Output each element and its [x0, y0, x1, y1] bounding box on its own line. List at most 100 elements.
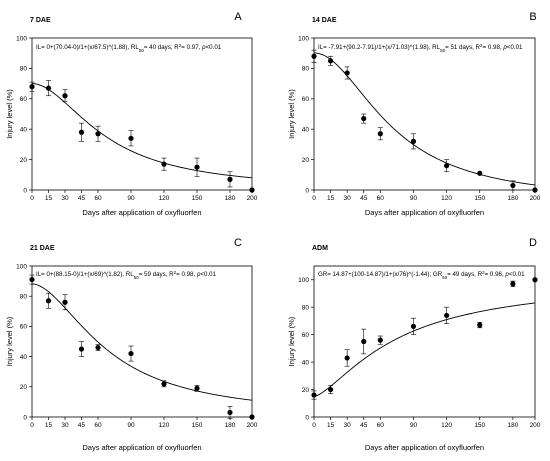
x-tick-label: 60 — [94, 422, 102, 429]
equation-part: <0.01 — [509, 271, 525, 278]
y-tick-label: 60 — [302, 332, 310, 339]
data-point — [532, 277, 538, 283]
y-tick-label: 80 — [302, 66, 310, 73]
data-point — [510, 281, 516, 287]
y-tick-label: 0 — [305, 187, 309, 194]
x-axis-label: Days after application of oxyfluorfen — [82, 443, 201, 452]
data-point — [29, 84, 35, 90]
panel-a: 7 DAE A IL= 0+(70.04-0)/1+(x/67.5)^(1.88),… — [5, 11, 258, 217]
y-tick-label: 80 — [20, 294, 28, 301]
x-tick-label: 60 — [377, 422, 385, 429]
x-tick-label: 30 — [344, 195, 352, 202]
equation-part: 2 — [482, 270, 485, 275]
x-axis-label: Days after application of oxyfluorfen — [365, 443, 484, 452]
x-tick-label: 150 — [474, 422, 485, 429]
x-tick-label: 200 — [247, 195, 258, 202]
plot-frame — [313, 265, 536, 418]
data-point — [311, 392, 317, 398]
data-point — [344, 355, 350, 361]
y-axis-label: Injury level (%) — [5, 89, 14, 139]
plot-frame — [31, 37, 253, 191]
data-point — [161, 161, 167, 167]
y-axis-label: Injury level (%) — [287, 89, 296, 139]
x-tick-label: 200 — [530, 195, 541, 202]
x-tick-label: 120 — [159, 422, 170, 429]
equation-part: <0.01 — [507, 44, 523, 51]
y-axis-label: Injury level (%) — [287, 316, 296, 366]
data-point — [361, 115, 367, 122]
equation-part: = 51 days, R — [445, 44, 480, 51]
y-tick-label: 100 — [16, 263, 27, 270]
data-point — [161, 381, 167, 387]
y-tick-label: 60 — [302, 96, 310, 103]
x-tick-label: 45 — [360, 422, 368, 429]
x-tick-label: 200 — [530, 422, 541, 429]
equation-part: = 0.98, — [176, 271, 197, 278]
equation-part: IL= -7.91+(90.2-7.91)/1+(x/71.03)^(1.98)… — [318, 44, 441, 51]
panel-letter: D — [529, 237, 537, 249]
x-tick-label: 150 — [474, 195, 485, 202]
x-tick-label: 30 — [344, 422, 352, 429]
data-point — [327, 58, 334, 64]
x-axis-label: Days after application of oxyfluorfen — [82, 208, 201, 217]
y-tick-label: 20 — [302, 157, 310, 164]
x-tick-label: 180 — [507, 422, 518, 429]
x-tick-label: 180 — [225, 195, 236, 202]
data-point — [444, 312, 450, 319]
x-tick-label: 90 — [127, 195, 135, 202]
equation-part: 50 — [139, 48, 145, 53]
fit-curve — [313, 52, 536, 186]
equation-part: = 40 days, R — [144, 44, 179, 51]
data-point — [128, 350, 134, 357]
data-point — [194, 164, 200, 170]
data-point — [249, 414, 255, 420]
panel-c: 21 DAE C IL= 0+(88.15-0)/1+(x/69)^(1.82), … — [5, 237, 258, 452]
x-tick-label: 150 — [192, 422, 203, 429]
equation-part: <0.01 — [200, 271, 216, 278]
data-point — [194, 385, 200, 391]
x-tick-label: 150 — [192, 195, 203, 202]
y-tick-label: 20 — [20, 157, 28, 164]
data-point — [227, 176, 233, 182]
y-tick-label: 100 — [298, 35, 309, 42]
x-tick-label: 90 — [410, 195, 418, 202]
data-point — [510, 182, 516, 189]
panel-letter: C — [234, 237, 242, 249]
y-tick-label: 80 — [20, 66, 28, 73]
x-tick-label: 45 — [78, 422, 86, 429]
x-tick-label: 15 — [45, 422, 53, 429]
fit-equation: IL= -7.91+(90.2-7.91)/1+(x/71.03)^(1.98)… — [318, 43, 523, 53]
equation-part: <0.01 — [206, 44, 222, 51]
x-tick-label: 0 — [312, 195, 316, 202]
x-tick-label: 15 — [327, 422, 335, 429]
panel-title: 7 DAE — [30, 17, 51, 24]
equation-part: = 0.97, — [181, 44, 202, 51]
data-point — [95, 344, 101, 351]
y-tick-label: 40 — [302, 127, 310, 134]
data-point — [29, 276, 35, 283]
fit-curve — [31, 283, 253, 401]
data-point — [78, 346, 85, 352]
plot-frame — [313, 37, 536, 191]
equation-part: 2 — [480, 43, 483, 48]
y-tick-label: 20 — [302, 387, 310, 394]
equation-part: 2 — [179, 43, 182, 48]
y-tick-label: 20 — [20, 384, 28, 391]
data-point — [377, 131, 383, 137]
equation-part: 50 — [442, 275, 448, 280]
equation-part: p — [504, 271, 509, 278]
x-tick-label: 15 — [327, 195, 335, 202]
x-axis-label: Days after application of oxyfluorfen — [365, 208, 484, 217]
fit-equation: GR= 14.87+(100-14.87)/1+(x/76)^(-1.44); … — [318, 270, 525, 280]
data-point — [344, 70, 350, 76]
data-point — [477, 170, 483, 176]
data-point — [128, 135, 134, 141]
panel-letter: A — [234, 11, 242, 23]
y-tick-label: 40 — [302, 359, 310, 366]
x-tick-label: 180 — [225, 422, 236, 429]
equation-part: = 0.98, — [483, 44, 504, 51]
equation-part: IL= 0+(70.04-0)/1+(x/67.5)^(1.88), RL — [36, 44, 139, 51]
equation-part: = 59 days, R — [139, 271, 174, 278]
data-point — [377, 337, 383, 343]
